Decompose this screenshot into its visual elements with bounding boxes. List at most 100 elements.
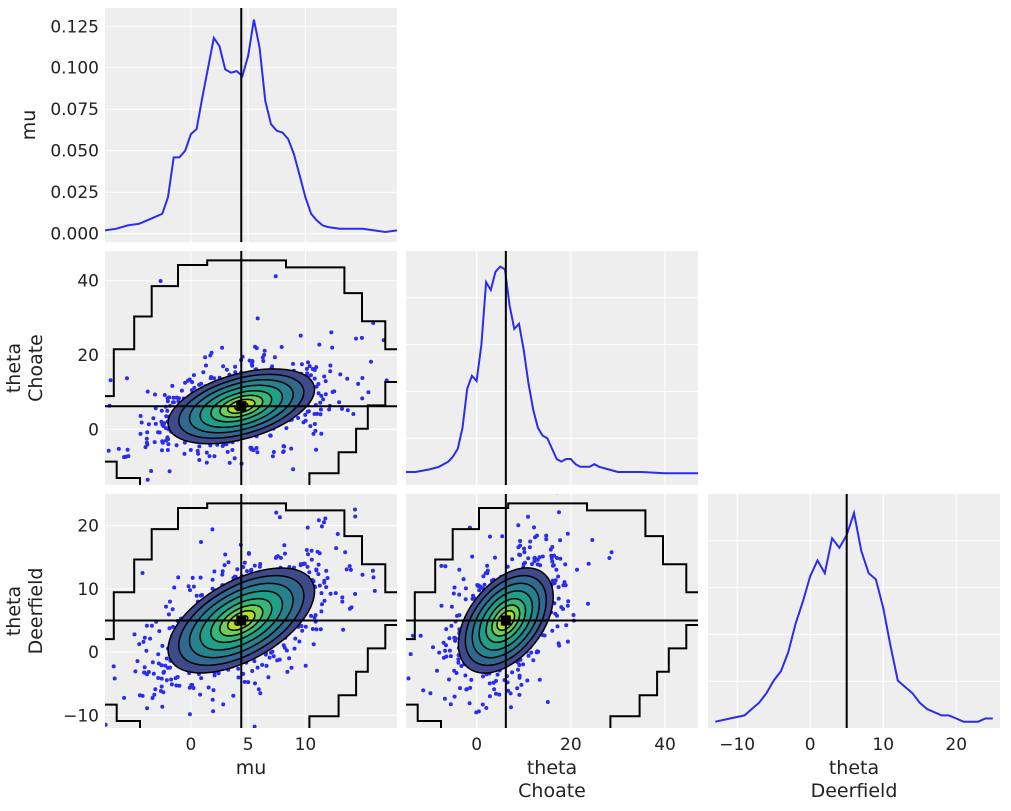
scatter-point (428, 691, 433, 696)
scatter-point (360, 376, 365, 380)
scatter-point (448, 702, 453, 707)
scatter-point (360, 572, 365, 577)
scatter-point (467, 701, 472, 706)
scatter-point (261, 359, 266, 363)
scatter-point (152, 440, 157, 445)
scatter-point (210, 577, 215, 582)
scatter-point (174, 443, 179, 448)
scatter-point (309, 613, 313, 618)
scatter-point (565, 639, 570, 644)
scatter-point (250, 669, 255, 673)
scatter-point (485, 563, 490, 568)
scatter-point (307, 570, 312, 575)
scatter-point (451, 591, 456, 596)
scatter-point (347, 564, 352, 569)
scatter-point (309, 548, 314, 553)
scatter-point (338, 372, 343, 377)
scatter-point (186, 378, 190, 383)
x-tick-label: 10 (295, 735, 317, 755)
scatter-point (571, 613, 576, 617)
scatter-point (76, 771, 80, 775)
scatter-point (408, 652, 413, 657)
scatter-point (457, 592, 462, 597)
scatter-point (481, 574, 486, 579)
scatter-point (324, 568, 329, 573)
hdi-boundary (105, 259, 397, 398)
kde-line (715, 509, 993, 723)
y-axis-label: theta (3, 586, 25, 636)
scatter-point (242, 560, 247, 565)
scatter-point (255, 450, 260, 455)
x-tick-label: 0 (185, 735, 196, 755)
scatter-point (159, 663, 164, 668)
scatter-point (314, 447, 319, 452)
scatter-point (525, 678, 530, 683)
scatter-point (307, 364, 312, 369)
scatter-point (153, 392, 157, 397)
scatter-point (447, 648, 452, 653)
scatter-point (493, 555, 497, 560)
scatter-point (431, 645, 435, 650)
scatter-point (293, 636, 298, 641)
scatter-point (163, 426, 168, 431)
scatter-point (268, 433, 273, 438)
scatter-point (204, 487, 208, 491)
scatter-point (515, 686, 520, 691)
scatter-point (463, 586, 468, 591)
scatter-point (314, 384, 319, 389)
scatter-point (540, 554, 545, 559)
y-tick-label: 40 (77, 272, 99, 292)
scatter-point (586, 561, 591, 566)
scatter-point (506, 688, 511, 693)
scatter-point (292, 646, 297, 651)
scatter-point (156, 676, 161, 680)
scatter-point (149, 469, 154, 473)
scatter-point (351, 412, 356, 416)
scatter-point (179, 388, 184, 393)
scatter-point (474, 710, 479, 715)
scatter-point (167, 469, 172, 474)
scatter-point (177, 396, 181, 401)
scatter-point (340, 406, 344, 411)
scatter-point (208, 376, 213, 381)
scatter-point (231, 693, 236, 698)
scatter-point (186, 584, 191, 589)
scatter-point (247, 358, 252, 363)
scatter-point (565, 603, 570, 608)
scatter-point (532, 525, 536, 530)
scatter-point (456, 660, 461, 665)
scatter-point (245, 569, 249, 574)
scatter-point (353, 592, 358, 596)
scatter-point (330, 345, 335, 350)
scatter-point (308, 424, 313, 429)
scatter-point (322, 598, 327, 603)
scatter-point (335, 532, 340, 536)
panel-plot-area (105, 251, 397, 491)
panel-plot-area (76, 494, 397, 775)
scatter-point (201, 370, 206, 375)
scatter-point (188, 448, 193, 452)
density-contours (167, 368, 316, 445)
y-axis-label: mu (18, 110, 40, 141)
scatter-point (183, 380, 188, 385)
scatter-point (456, 657, 461, 662)
scatter-point (470, 554, 475, 559)
scatter-point (495, 672, 500, 677)
scatter-point (226, 560, 231, 565)
scatter-point (168, 599, 172, 604)
scatter-point (271, 450, 276, 454)
scatter-point (159, 408, 164, 413)
scatter-point (322, 580, 327, 585)
scatter-point (526, 653, 531, 658)
scatter-point (318, 412, 323, 417)
scatter-point (449, 623, 454, 628)
y-axis-label: Deerfield (25, 568, 47, 655)
hdi-boundary (105, 502, 397, 641)
scatter-point (165, 408, 170, 413)
scatter-point (533, 535, 537, 540)
scatter-point (449, 604, 454, 609)
scatter-point (316, 572, 321, 577)
scatter-point (277, 515, 282, 520)
scatter-point (313, 613, 318, 618)
